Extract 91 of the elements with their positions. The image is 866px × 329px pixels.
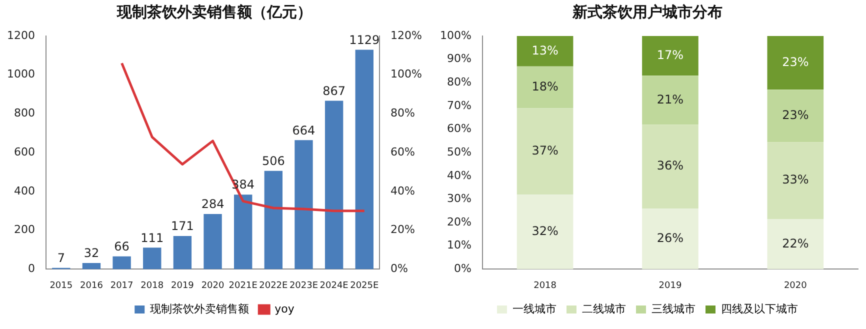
data-label: 21% [656,92,684,106]
y-tick-label: 200 [14,223,35,236]
bar [112,256,131,270]
legend-label: 三线城市 [652,302,696,316]
x-tick-label: 2020 [784,280,808,291]
y-tick-label: 0% [454,262,472,276]
legend-label: 二线城市 [582,302,626,316]
y-tick-label: 80% [446,76,472,88]
y-tick-label: 40% [446,168,472,182]
bar [516,36,574,66]
data-label: 17% [656,48,684,62]
bar [767,219,824,270]
x-tick-label: 2017 [110,280,134,291]
y-tick-label: 20% [446,215,472,228]
bar [264,170,283,270]
y2-tick-label: 80% [390,106,416,120]
bar [767,142,824,220]
x-tick-label: 2022E [259,280,288,291]
y-tick-label: 70% [446,98,472,112]
bar [324,100,344,270]
legend-label: 四线及以下城市 [721,302,798,316]
y2-tick-label: 100% [390,68,422,81]
y2-tick-label: 0% [390,262,408,276]
data-label: 867 [322,84,346,98]
data-label: 23% [782,54,809,69]
bar [82,262,101,270]
y-tick-label: 400 [14,184,35,198]
data-label: 284 [201,197,224,212]
data-label: 171 [170,219,194,234]
bar [767,90,824,142]
x-tick-label: 2020 [201,280,224,291]
y-tick-label: 1000 [6,68,35,81]
data-label: 7 [57,250,65,265]
x-tick-label: 2018 [534,280,557,291]
y-tick-label: 50% [446,145,472,158]
bar [294,140,313,270]
x-tick-label: 2019 [658,280,682,291]
x-tick-label: 2018 [140,280,164,291]
y2-tick-label: 60% [390,145,416,158]
data-label: 664 [292,123,316,138]
y2-tick-label: 120% [390,28,422,42]
bar [173,236,192,270]
x-tick-label: 2023E [289,280,318,291]
data-label: 22% [782,236,809,250]
legend-label: 一线城市 [512,302,556,316]
x-tick-label: 2019 [170,280,194,291]
data-label: 13% [532,43,558,58]
y2-tick-label: 20% [390,223,416,236]
data-label: 23% [782,108,809,122]
data-label: 32 [84,246,100,260]
y2-tick-label: 40% [390,184,416,198]
y-tick-label: 30% [446,192,472,206]
bar [642,76,698,125]
y-tick-label: 800 [14,106,35,120]
data-label: 37% [532,144,558,158]
y-tick-label: 100% [440,28,472,42]
data-label: 26% [656,231,684,246]
bar [642,36,698,76]
x-tick-label: 2024E [320,280,349,291]
chart-title: 现制茶饮外卖销售额（亿元） [116,2,312,21]
y-tick-label: 0 [28,262,35,276]
bar [516,194,574,270]
bar [204,214,222,270]
bar [767,36,824,90]
bar [642,208,698,270]
x-tick-label: 2015 [50,280,73,291]
y-tick-label: 10% [446,238,472,252]
bar [516,108,574,195]
data-label: 66 [114,240,130,254]
data-label: 36% [656,158,684,173]
x-tick-label: 2016 [80,280,104,291]
y-tick-label: 60% [446,122,472,136]
bar [143,248,162,270]
bar [234,194,252,270]
data-label: 1129 [349,32,380,47]
bar [355,50,374,270]
x-tick-label: 2025E [350,280,379,291]
chart-title: 新式茶饮用户城市分布 [572,2,722,21]
y-tick-label: 1200 [6,28,35,42]
data-label: 111 [140,230,164,245]
bar [642,124,698,209]
legend-label: 现制茶饮外卖销售额 [150,302,250,316]
legend-label: yoy [274,302,295,316]
data-label: 18% [532,79,558,94]
y-tick-label: 90% [446,52,472,66]
x-tick-label: 2021E [228,280,258,291]
data-label: 506 [262,154,285,168]
data-label: 32% [532,224,558,238]
data-label: 33% [782,172,809,187]
y-tick-label: 600 [14,145,35,158]
bar [516,66,574,108]
